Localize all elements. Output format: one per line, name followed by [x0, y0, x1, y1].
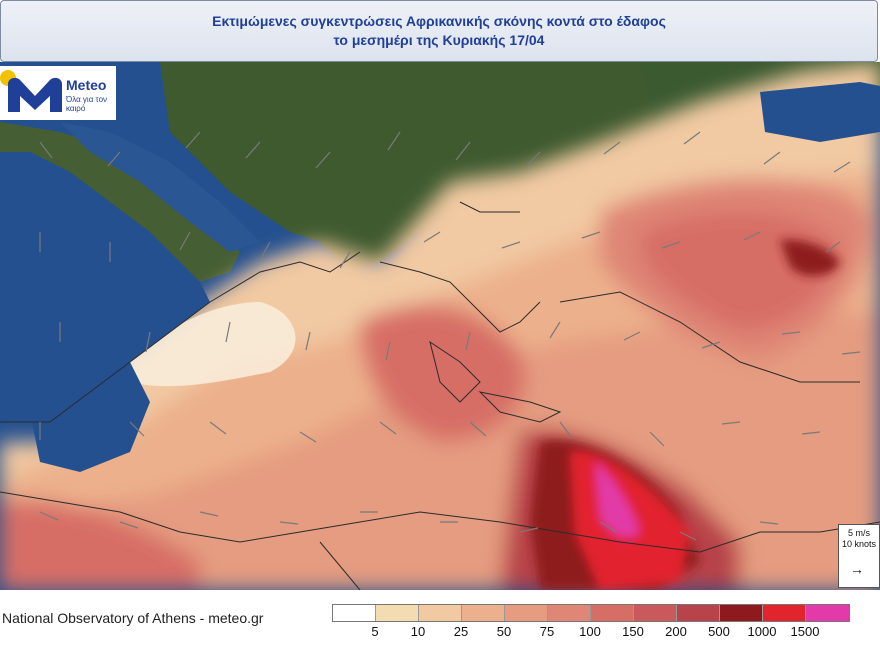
- wind-scale-key: 5 m/s 10 knots →: [838, 524, 880, 588]
- legend-swatch: [763, 605, 806, 621]
- dust-core: [530, 239, 840, 590]
- wind-scale-ms: 5 m/s: [847, 528, 870, 538]
- legend-label: 10: [410, 624, 426, 639]
- dust-concentration-map: [0, 62, 880, 590]
- clean-air-patch: [130, 302, 296, 387]
- logo-tagline: Όλα για τον καιρό: [66, 95, 108, 113]
- map-footer: National Observatory of Athens - meteo.g…: [0, 590, 880, 658]
- legend-label: 5: [371, 624, 379, 639]
- legend-swatch: [720, 605, 763, 621]
- meteo-logo: Meteo Όλα για τον καιρό: [0, 66, 116, 120]
- adriatic-sea: [60, 122, 260, 252]
- legend-label: 1500: [790, 624, 820, 639]
- legend-swatch: [376, 605, 419, 621]
- legend-label: 500: [708, 624, 730, 639]
- wind-scale-knots: 10 knots: [841, 539, 877, 549]
- wind-arrows: [39, 131, 861, 541]
- legend-swatch: [634, 605, 677, 621]
- legend-labels: 5 10 25 50 75 100 150 200 500 1000 1500: [332, 624, 852, 640]
- legend-swatch: [806, 605, 849, 621]
- wind-scale-arrow-icon: →: [850, 561, 864, 577]
- legend-swatch: [462, 605, 505, 621]
- source-credit: National Observatory of Athens - meteo.g…: [2, 610, 264, 626]
- ionian-sea: [30, 362, 150, 472]
- legend-swatch: [419, 605, 462, 621]
- legend-label: 25: [453, 624, 469, 639]
- legend-swatch: [505, 605, 548, 621]
- map-title-line-2: το μεσημέρι της Κυριακής 17/04: [333, 32, 545, 48]
- legend-swatch: [677, 605, 720, 621]
- black-sea: [760, 82, 880, 142]
- meteo-m-icon: [8, 77, 62, 112]
- legend-swatch: [548, 605, 591, 621]
- legend-label: 50: [496, 624, 512, 639]
- map-title-line-1: Εκτιμώμενες συγκεντρώσεις Αφρικανικής σκ…: [212, 13, 666, 29]
- legend-label: 150: [622, 624, 644, 639]
- color-legend: [332, 604, 850, 622]
- legend-label: 75: [539, 624, 555, 639]
- map-title-bar: Εκτιμώμενες συγκεντρώσεις Αφρικανικής σκ…: [0, 0, 878, 62]
- legend-swatch: [591, 605, 634, 621]
- tyrrhenian-sea: [0, 152, 210, 422]
- legend-label: 200: [665, 624, 687, 639]
- logo-brand-name: Meteo: [66, 77, 107, 93]
- legend-swatch: [333, 605, 376, 621]
- legend-label: 1000: [747, 624, 777, 639]
- legend-label: 100: [579, 624, 601, 639]
- italy-land: [0, 122, 240, 282]
